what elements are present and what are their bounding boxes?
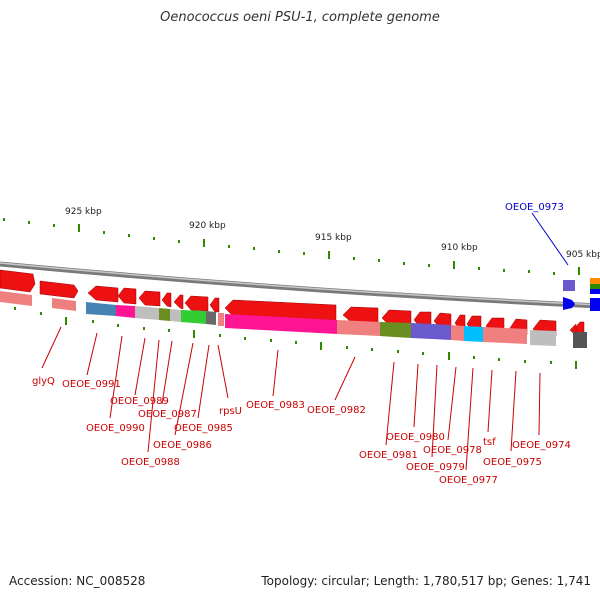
gene-label-oeoe-0986: OEOE_0986 xyxy=(153,440,212,451)
gene-label-oeoe-0977: OEOE_0977 xyxy=(439,475,498,486)
map-title: Oenococcus oeni PSU-1, complete genome xyxy=(160,10,440,25)
leader-lines xyxy=(41,326,541,471)
gene-label-oeoe-0979: OEOE_0979 xyxy=(406,462,465,473)
genome-backbone xyxy=(0,261,600,309)
gene-label-oeoe-0987: OEOE_0987 xyxy=(138,409,197,420)
gene-label-glyq: glyQ xyxy=(32,376,55,387)
tick-label-910: 910 kbp xyxy=(441,243,478,253)
gene-label-oeoe-0973: OEOE_0973 xyxy=(505,202,564,213)
gene-label-oeoe-0991: OEOE_0991 xyxy=(62,379,121,390)
gene-label-oeoe-0978: OEOE_0978 xyxy=(423,445,482,456)
gene-label-oeoe-0981: OEOE_0981 xyxy=(359,450,418,461)
cog-track-inner xyxy=(0,291,587,348)
gene-label-oeoe-0983: OEOE_0983 xyxy=(246,400,305,411)
gene-label-tsf: tsf xyxy=(483,437,496,448)
gene-label-oeoe-0982: OEOE_0982 xyxy=(307,405,366,416)
gene-label-oeoe-0980: OEOE_0980 xyxy=(386,432,445,443)
tick-label-905: 905 kbp xyxy=(566,250,600,260)
tick-label-915: 915 kbp xyxy=(315,233,352,243)
accession-text: Accession: NC_008528 xyxy=(9,574,146,588)
gene-label-oeoe-0990: OEOE_0990 xyxy=(86,423,145,434)
gene-label-rpsu: rpsU xyxy=(219,406,242,417)
gene-label-oeoe-0989: OEOE_0989 xyxy=(110,396,169,407)
gene-label-oeoe-0974: OEOE_0974 xyxy=(512,440,571,451)
genome-summary-text: Topology: circular; Length: 1,780,517 bp… xyxy=(261,574,591,588)
inner-ticks xyxy=(14,307,577,369)
leader-line-oeoe-0973 xyxy=(531,212,569,266)
scale-ticks xyxy=(3,218,580,275)
cog-track-outer xyxy=(563,278,600,311)
gene-label-oeoe-0988: OEOE_0988 xyxy=(121,457,180,468)
gene-label-oeoe-0985: OEOE_0985 xyxy=(174,423,233,434)
gene-label-oeoe-0975: OEOE_0975 xyxy=(483,457,542,468)
tick-label-920: 920 kbp xyxy=(189,221,226,231)
tick-label-925: 925 kbp xyxy=(65,207,102,217)
gene-labels: glyQ OEOE_0991 OEOE_0990 OEOE_0989 OEOE_… xyxy=(32,202,571,486)
